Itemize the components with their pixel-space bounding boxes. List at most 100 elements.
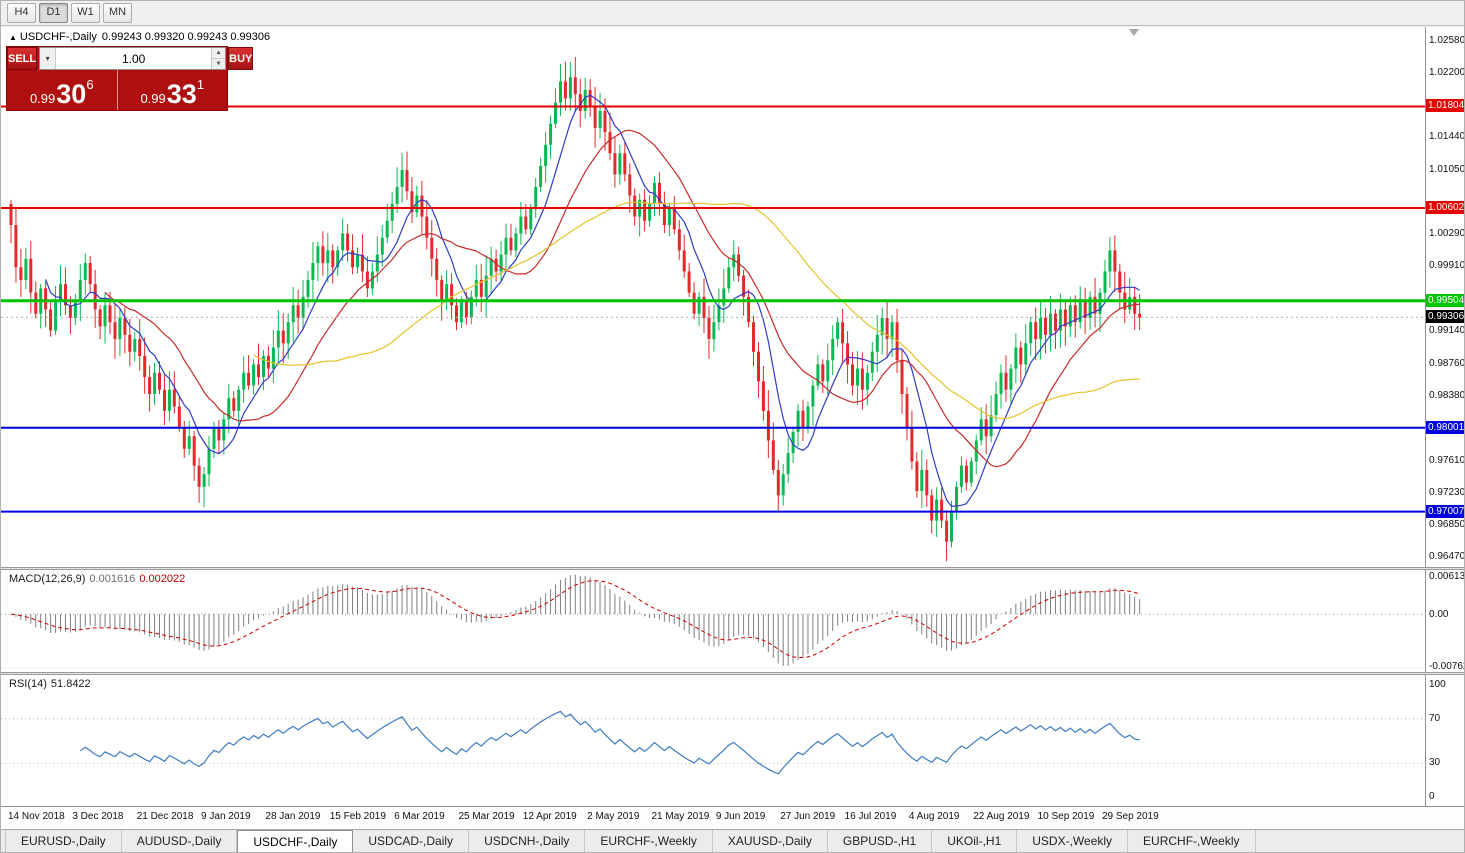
date-axis-label: 21 Dec 2018 xyxy=(136,811,194,822)
date-axis-label: 27 Jun 2019 xyxy=(780,811,836,822)
date-axis-label: 2 May 2019 xyxy=(587,811,640,822)
price-axis-label: 0.97230 xyxy=(1429,487,1465,498)
date-axis[interactable]: 14 Nov 2018 3 Dec 2018 21 Dec 2018 9 Jan 20… xyxy=(1,806,1464,829)
buy-price-display[interactable]: 0.99 33 1 xyxy=(116,70,228,110)
buy-price-big: 33 xyxy=(166,79,197,110)
timeframe-button-d1[interactable]: D1 xyxy=(39,3,68,23)
timeframe-button-w1[interactable]: W1 xyxy=(71,3,100,23)
price-level-tag: 0.98001 xyxy=(1426,421,1464,434)
date-axis-label: 9 Jan 2019 xyxy=(201,811,251,822)
chart-ohlc-values: 0.99243 0.99320 0.99243 0.99306 xyxy=(101,31,271,43)
price-level-tag: 1.00602 xyxy=(1426,201,1464,214)
buy-price-sup: 1 xyxy=(196,77,205,92)
macd-value-signal: 0.002022 xyxy=(139,573,186,585)
date-axis-label: 4 Aug 2019 xyxy=(908,811,960,822)
volume-up-icon[interactable]: ▲ xyxy=(212,48,226,59)
rsi-pane: 100 70 30 0 RSI(14) 51.8422 xyxy=(1,675,1464,806)
date-axis-label: 9 Jun 2019 xyxy=(715,811,766,822)
sell-price-big: 30 xyxy=(56,79,87,110)
date-axis-label: 28 Jan 2019 xyxy=(265,811,321,822)
macd-axis-label: 0.00 xyxy=(1429,609,1449,620)
rsi-axis-label: 30 xyxy=(1429,757,1441,768)
price-axis-label: 0.98760 xyxy=(1429,358,1465,369)
rsi-chart[interactable] xyxy=(1,675,1425,806)
date-axis-label: 12 Apr 2019 xyxy=(522,811,577,822)
chart-tab-usdchf-daily[interactable]: USDCHF-,Daily xyxy=(237,830,354,852)
chart-tab-usdcnh-daily[interactable]: USDCNH-,Daily xyxy=(469,830,586,852)
date-axis-label: 10 Sep 2019 xyxy=(1037,811,1095,822)
buy-price-small: 0.99 xyxy=(140,90,166,106)
candlestick-chart[interactable] xyxy=(1,27,1425,567)
timeframe-button-mn[interactable]: MN xyxy=(103,3,132,23)
chart-tab-audusd-daily[interactable]: AUDUSD-,Daily xyxy=(122,830,238,852)
pane-splitter[interactable] xyxy=(1,567,1464,570)
price-axis[interactable]: 1.02580 1.02200 1.01440 1.01050 1.00290 0.999… xyxy=(1425,27,1465,567)
date-axis-label: 25 Mar 2019 xyxy=(458,811,515,822)
date-axis-label: 3 Dec 2018 xyxy=(72,811,124,822)
price-axis-label: 1.02580 xyxy=(1429,35,1465,46)
chart-symbol-period: USDCHF-,Daily xyxy=(19,31,97,43)
date-axis-label: 14 Nov 2018 xyxy=(8,811,65,822)
price-axis-label: 1.01050 xyxy=(1429,164,1465,175)
date-axis-label: 29 Sep 2019 xyxy=(1101,811,1159,822)
macd-pane: 0.00613 0.00 -0.00762 MACD(12,26,9) 0.00161… xyxy=(1,570,1465,672)
chart-tab-ukoil-h1[interactable]: UKOil-,H1 xyxy=(932,830,1018,852)
macd-chart[interactable] xyxy=(1,570,1425,672)
volume-stepper: ▲ ▼ xyxy=(211,48,226,69)
chart-shift-marker-icon[interactable] xyxy=(1129,29,1139,36)
macd-axis-label: -0.00762 xyxy=(1429,661,1465,672)
sell-button[interactable]: SELL xyxy=(7,47,38,70)
macd-label: MACD(12,26,9) 0.001616 0.002022 xyxy=(9,573,185,585)
rsi-label: RSI(14) 51.8422 xyxy=(9,678,91,690)
sell-price-sup: 6 xyxy=(86,77,94,92)
price-axis-label: 0.99910 xyxy=(1429,260,1465,271)
macd-value-main: 0.001616 xyxy=(89,573,136,585)
chart-tab-bar: EURUSD-,Daily AUDUSD-,Daily USDCHF-,Daily U… xyxy=(1,829,1464,852)
chart-tab-eurchf-weekly[interactable]: EURCHF-,Weekly xyxy=(585,830,713,852)
volume-down-icon[interactable]: ▼ xyxy=(212,59,226,69)
date-axis-label: 22 Aug 2019 xyxy=(973,811,1030,822)
sell-price-display[interactable]: 0.99 30 6 xyxy=(7,70,117,110)
rsi-axis: 100 70 30 0 xyxy=(1425,675,1464,806)
date-axis-label: 21 May 2019 xyxy=(651,811,710,822)
chart-tab-eurusd-daily[interactable]: EURUSD-,Daily xyxy=(5,830,122,852)
timeframe-toolbar: H4 D1 W1 MN xyxy=(1,1,1464,26)
chart-title: ▲ USDCHF-,Daily 0.99243 0.99320 0.99243 0.… xyxy=(9,31,270,43)
chart-tab-gbpusd-h1[interactable]: GBPUSD-,H1 xyxy=(828,830,933,852)
rsi-axis-label: 70 xyxy=(1429,713,1441,724)
price-level-tag: 1.01804 xyxy=(1426,99,1464,112)
chart-window: 1.02580 1.02200 1.01440 1.01050 1.00290 0.999… xyxy=(1,27,1465,829)
date-axis-label: 6 Mar 2019 xyxy=(394,811,445,822)
timeframe-button-h4[interactable]: H4 xyxy=(7,3,36,23)
main-chart-pane: 1.02580 1.02200 1.01440 1.01050 1.00290 0.999… xyxy=(1,27,1465,567)
current-price-tag: 0.99306 xyxy=(1426,310,1464,323)
price-level-tag: 0.97007 xyxy=(1426,505,1464,518)
macd-name: MACD(12,26,9) xyxy=(9,573,86,585)
volume-input[interactable] xyxy=(56,48,212,69)
price-axis-label: 1.02200 xyxy=(1429,67,1465,78)
price-axis-label: 0.99140 xyxy=(1429,325,1465,336)
price-axis-label: 0.97610 xyxy=(1429,455,1465,466)
rsi-value: 51.8422 xyxy=(50,678,91,690)
chart-tab-usdx-weekly[interactable]: USDX-,Weekly xyxy=(1017,830,1129,852)
timeframe-button-group: H4 D1 W1 MN xyxy=(7,3,132,23)
buy-button[interactable]: BUY xyxy=(228,47,254,70)
chart-tab-xauusd-daily[interactable]: XAUUSD-,Daily xyxy=(713,830,828,852)
macd-axis: 0.00613 0.00 -0.00762 xyxy=(1425,570,1465,672)
pane-splitter[interactable] xyxy=(1,672,1464,675)
price-level-tag: 0.99504 xyxy=(1426,294,1464,307)
chart-tab-eurchf-weekly[interactable]: EURCHF-,Weekly xyxy=(1128,830,1256,852)
price-axis-label: 0.96850 xyxy=(1429,519,1465,530)
date-axis-label: 16 Jul 2019 xyxy=(844,811,897,822)
rsi-name: RSI(14) xyxy=(9,678,47,690)
rsi-axis-label: 0 xyxy=(1429,791,1435,802)
price-axis-label: 1.01440 xyxy=(1429,131,1465,142)
one-click-toggle-icon[interactable]: ▲ xyxy=(9,33,17,42)
price-axis-label: 1.00290 xyxy=(1429,228,1465,239)
volume-dropdown-icon[interactable]: ▾ xyxy=(40,48,57,69)
sell-price-small: 0.99 xyxy=(29,90,56,106)
chart-tab-usdcad-daily[interactable]: USDCAD-,Daily xyxy=(353,830,470,852)
price-axis-label: 0.98380 xyxy=(1429,390,1465,401)
macd-axis-label: 0.00613 xyxy=(1429,571,1465,582)
